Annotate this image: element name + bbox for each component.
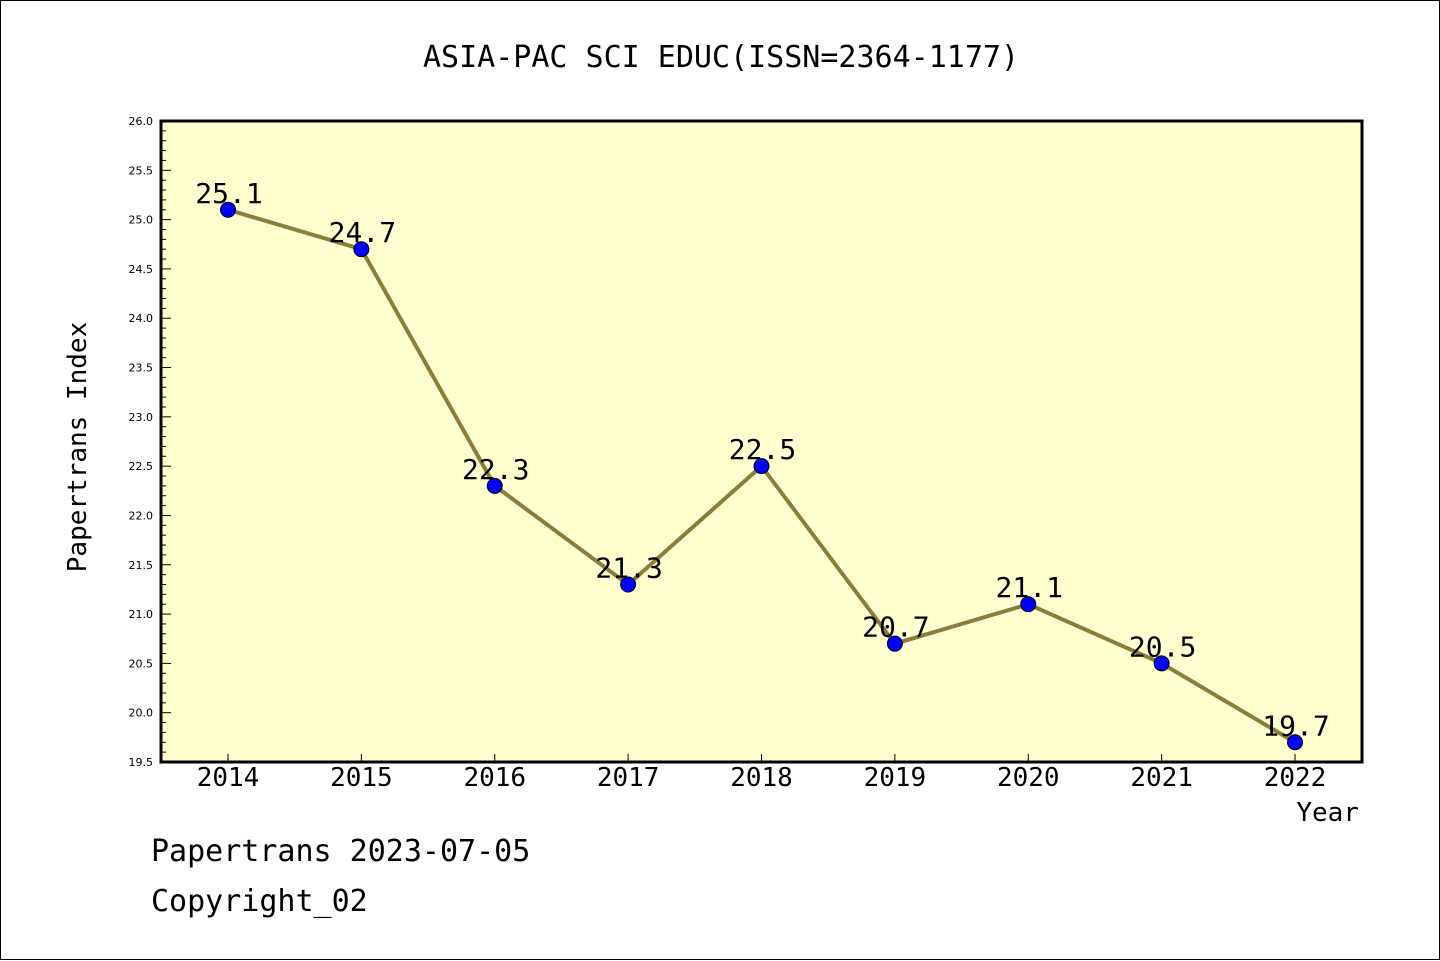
y-tick-label: 22.0 bbox=[129, 509, 154, 522]
x-tick-label: 2015 bbox=[330, 763, 393, 793]
data-labels: 25.1 24.7 22.3 21.3 22.5 20.7 21.1 20.5 19.7 bbox=[195, 177, 1329, 743]
data-point bbox=[1153, 655, 1170, 672]
data-label: 22.3 bbox=[462, 453, 529, 486]
data-label: 21.3 bbox=[595, 551, 662, 584]
x-axis-label: Year bbox=[1296, 798, 1359, 828]
data-point bbox=[1287, 734, 1303, 751]
y-tick-label: 21.5 bbox=[129, 559, 154, 572]
data-label: 21.1 bbox=[996, 571, 1063, 604]
x-tick-label: 2021 bbox=[1130, 763, 1193, 793]
y-tick-label: 26.0 bbox=[129, 115, 154, 128]
y-tick-label: 22.5 bbox=[129, 460, 154, 473]
data-point bbox=[220, 201, 236, 218]
series-line bbox=[220, 201, 1303, 751]
footer-copyright: Copyright_02 bbox=[151, 884, 368, 919]
x-tick-label: 2018 bbox=[730, 763, 793, 793]
x-tick-label: 2022 bbox=[1264, 763, 1327, 793]
data-label: 22.5 bbox=[729, 433, 796, 466]
x-tick-label: 2020 bbox=[997, 763, 1060, 793]
y-tick-label: 25.0 bbox=[129, 214, 154, 227]
y-axis-label: Papertrans Index bbox=[63, 322, 93, 572]
y-tick-label: 19.5 bbox=[129, 756, 154, 769]
x-tick-label: 2019 bbox=[864, 763, 927, 793]
y-tick-label: 23.5 bbox=[129, 362, 154, 375]
data-label: 24.7 bbox=[329, 216, 396, 249]
data-point bbox=[886, 635, 903, 652]
x-tick-label: 2016 bbox=[463, 763, 526, 793]
x-tick-label: 2017 bbox=[597, 763, 660, 793]
y-tick-label: 24.0 bbox=[129, 312, 154, 325]
y-tick-label: 21.0 bbox=[129, 608, 154, 621]
x-axis: 2014 2015 2016 2017 2018 2019 2020 2021 2022 bbox=[197, 754, 1327, 793]
y-axis: 19.5 20.0 20.5 21.0 21.5 22.0 22.5 23.0 23.5 24.0… bbox=[129, 115, 171, 769]
y-tick-label: 23.0 bbox=[129, 411, 154, 424]
data-label: 20.5 bbox=[1129, 630, 1196, 663]
data-point bbox=[353, 241, 370, 258]
data-point bbox=[620, 576, 637, 593]
y-tick-label: 20.5 bbox=[129, 657, 154, 670]
y-tick-label: 20.0 bbox=[129, 707, 154, 720]
footer-date: Papertrans 2023-07-05 bbox=[151, 834, 531, 869]
data-point bbox=[753, 458, 770, 475]
data-point bbox=[1020, 596, 1037, 613]
data-point bbox=[486, 477, 503, 494]
plot-area bbox=[159, 119, 1364, 764]
data-label: 19.7 bbox=[1262, 709, 1329, 742]
x-tick-label: 2014 bbox=[197, 763, 260, 793]
data-label: 20.7 bbox=[862, 611, 929, 644]
data-label: 25.1 bbox=[195, 177, 262, 210]
chart-title: ASIA-PAC SCI EDUC(ISSN=2364-1177) bbox=[423, 40, 1019, 75]
y-tick-label: 25.5 bbox=[129, 164, 154, 177]
y-tick-label: 24.5 bbox=[129, 263, 154, 276]
